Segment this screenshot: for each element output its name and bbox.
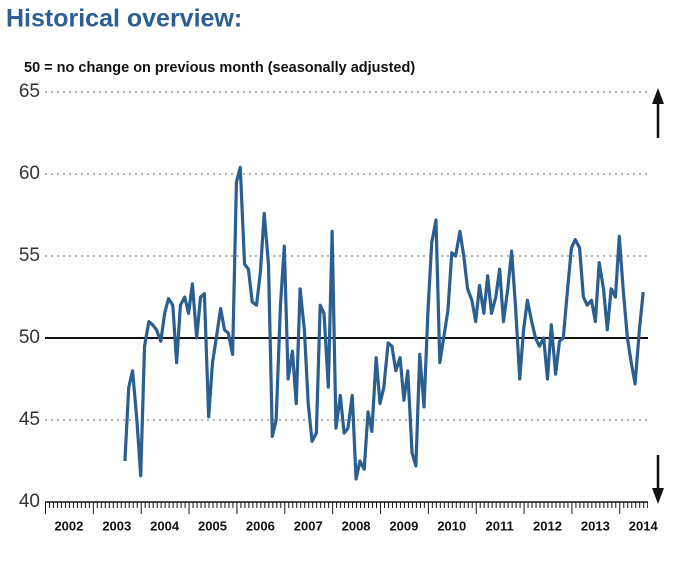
x-tick-label: 2009 xyxy=(389,518,418,533)
x-tick-label: 2010 xyxy=(437,518,466,533)
x-tick-label: 2003 xyxy=(102,518,131,533)
x-tick-label: 2004 xyxy=(150,518,180,533)
y-tick-label: 50 xyxy=(19,327,40,348)
x-tick-label: 2005 xyxy=(198,518,227,533)
x-tick-label: 2011 xyxy=(486,518,514,533)
y-tick-label: 55 xyxy=(19,245,40,266)
x-tick-label: 2012 xyxy=(533,518,562,533)
y-tick-label: 40 xyxy=(19,491,40,512)
up-arrow xyxy=(652,88,664,138)
minor-ticks xyxy=(45,502,648,514)
chart-subtitle: 50 = no change on previous month (season… xyxy=(24,60,415,76)
y-tick-label: 45 xyxy=(19,409,40,430)
x-tick-label: 2002 xyxy=(54,518,83,533)
chart-title: Historical overview: xyxy=(6,5,242,33)
x-tick-label: 2006 xyxy=(246,518,275,533)
y-tick-label: 65 xyxy=(19,81,40,102)
x-tick-label: 2013 xyxy=(581,518,610,533)
x-tick-label: 2008 xyxy=(342,518,371,533)
y-tick-label: 60 xyxy=(19,163,40,184)
data-line xyxy=(123,165,645,481)
down-arrow xyxy=(652,455,664,504)
x-tick-label: 2014 xyxy=(629,518,659,533)
x-tick-label: 2007 xyxy=(294,518,323,533)
